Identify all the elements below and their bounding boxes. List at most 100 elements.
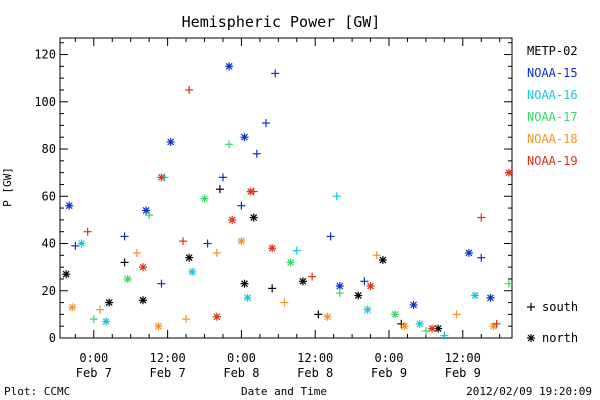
data-point-south [237, 201, 246, 210]
data-point-north [228, 215, 237, 224]
data-point-north [68, 303, 77, 312]
data-point-north [363, 305, 372, 314]
data-point-north [157, 173, 166, 182]
data-point-north [400, 322, 409, 331]
data-point-south [252, 149, 261, 158]
data-point-north [366, 282, 375, 291]
data-point-south [440, 331, 449, 340]
data-point-south [71, 241, 80, 250]
x-tick-label: 0:00 [79, 351, 108, 365]
data-point-north [237, 237, 246, 246]
data-point-north [77, 239, 86, 248]
data-point-north [154, 322, 163, 331]
data-point-north [240, 133, 249, 142]
data-point-north [225, 62, 234, 71]
x-tick-day-label: Feb 7 [76, 366, 112, 380]
star-marker-icon [527, 334, 535, 342]
x-tick-label: 12:00 [297, 351, 333, 365]
marker-legend-label: south [542, 300, 578, 314]
data-point-north [188, 267, 197, 276]
data-point-north [428, 324, 437, 333]
y-tick-label: 120 [34, 48, 56, 62]
data-point-south [89, 315, 98, 324]
data-point-north [486, 293, 495, 302]
data-point-north [62, 270, 71, 279]
data-point-south [360, 277, 369, 286]
y-tick-label: 20 [42, 284, 56, 298]
plus-marker-icon [527, 303, 535, 311]
data-point-north [391, 310, 400, 319]
data-point-south [212, 248, 221, 257]
x-axis-label: Date and Time [241, 385, 327, 398]
data-point-south [182, 315, 191, 324]
data-point-south [178, 237, 187, 246]
data-point-north [378, 256, 387, 265]
legend-entry: NOAA-16 [527, 88, 578, 102]
data-point-north [298, 277, 307, 286]
data-point-north [185, 253, 194, 262]
data-point-south [215, 185, 224, 194]
data-point-north [200, 194, 209, 203]
data-point-north [464, 248, 473, 257]
data-point-south [372, 251, 381, 260]
data-point-north [323, 312, 332, 321]
data-point-north [249, 213, 258, 222]
data-point-south [308, 272, 317, 281]
x-tick-label: 12:00 [150, 351, 186, 365]
data-point-south [332, 192, 341, 201]
data-point-north [471, 291, 480, 300]
data-point-south [452, 310, 461, 319]
x-tick-label: 0:00 [227, 351, 256, 365]
plot-area-frame [59, 37, 513, 339]
data-point-south [120, 232, 129, 241]
legend-entry: NOAA-17 [527, 110, 578, 124]
data-point-south [314, 310, 323, 319]
data-point-south [203, 239, 212, 248]
data-point-south [271, 69, 280, 78]
data-point-south [477, 213, 486, 222]
data-point-south [157, 279, 166, 288]
data-point-south [504, 279, 513, 288]
data-point-north [212, 312, 221, 321]
data-point-north [105, 298, 114, 307]
data-point-south [218, 173, 227, 182]
data-point-south [335, 289, 344, 298]
legend-entry: NOAA-18 [527, 132, 578, 146]
legend-entry: NOAA-15 [527, 66, 578, 80]
data-point-north [240, 279, 249, 288]
data-point-north [65, 201, 74, 210]
data-point-south [145, 211, 154, 220]
data-point-south [83, 227, 92, 236]
legend-entry: NOAA-19 [527, 154, 578, 168]
data-point-north [142, 206, 151, 215]
data-point-south [280, 298, 289, 307]
chart-title: Hemispheric Power [GW] [182, 13, 381, 31]
plot-source-label: Plot: CCMC [4, 385, 70, 398]
data-point-south [262, 119, 271, 128]
marker-legend: south north [527, 300, 578, 345]
data-point-north [415, 319, 424, 328]
data-point-south [95, 305, 104, 314]
data-point-south [249, 187, 258, 196]
y-tick-label: 40 [42, 237, 56, 251]
data-point-south [120, 258, 129, 267]
data-point-south [421, 326, 430, 335]
data-point-south [326, 232, 335, 241]
x-tick-label: 0:00 [375, 351, 404, 365]
series-legend: METP-02 NOAA-15 NOAA-16 NOAA-17 NOAA-18 NOAA-… [527, 44, 578, 168]
x-tick-day-label: Feb 9 [371, 366, 407, 380]
data-point-south [132, 248, 141, 257]
data-point-north [102, 317, 111, 326]
data-point-south [268, 284, 277, 293]
data-point-north [354, 291, 363, 300]
x-tick-label: 12:00 [445, 351, 481, 365]
x-tick-day-label: Feb 9 [445, 366, 481, 380]
y-tick-label: 100 [34, 95, 56, 109]
data-point-north [243, 293, 252, 302]
x-tick-day-label: Feb 8 [297, 366, 333, 380]
y-tick-label: 60 [42, 189, 56, 203]
data-point-north [123, 274, 132, 283]
